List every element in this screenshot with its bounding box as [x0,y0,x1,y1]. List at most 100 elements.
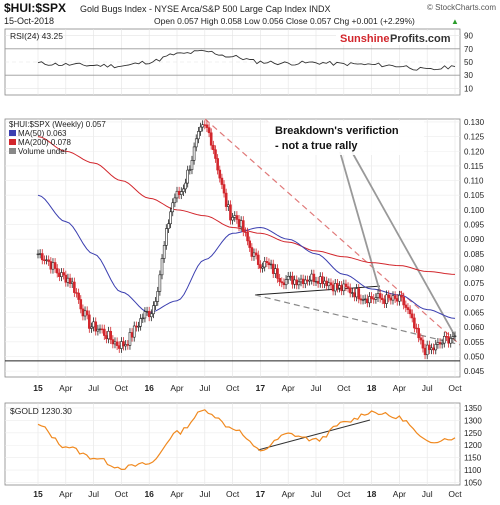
y-tick-label: 0.105 [464,191,485,200]
candle-body [391,295,395,301]
candle-body [209,132,213,146]
gold-series-line [37,409,456,471]
candle-body [47,259,50,262]
candle-body [154,301,157,306]
candle-body [152,305,155,315]
candle-body [117,345,121,349]
x-tick-label: Oct [337,383,351,393]
x-tick-label: Jul [88,383,99,393]
candle-body [327,282,331,287]
candle-body [214,149,217,159]
x-tick-label: Apr [393,489,406,499]
candle-body [265,261,269,264]
rsi-panel: RSI(24) 43.25 Sunshine Profits.com 90 70 5… [4,28,473,96]
candle-body [342,283,346,292]
legend-entry: MA(50) 0.063 [18,129,67,138]
candle-body [353,292,356,298]
candle-body [286,276,290,280]
legend-entry: MA(200) 0.078 [18,138,71,147]
candle-body [233,215,237,218]
x-tick-label: 18 [367,489,377,499]
candle-body [331,284,335,292]
candle-body [346,286,350,289]
candle-body [314,280,318,283]
candle-body [171,202,175,213]
candle-body [301,278,305,285]
x-tick-label: Apr [282,383,295,393]
candle-body [291,275,294,285]
y-tick-label: 0.055 [464,338,485,347]
candle-body [227,204,230,207]
candle-body [318,276,322,284]
candle-body [216,158,219,171]
candle-body [102,328,106,336]
candle-body [316,280,320,284]
x-tick-label: 17 [256,489,266,499]
candle-body [306,279,309,282]
candle-body [241,220,245,233]
gold-label: $GOLD 1230.30 [10,406,72,416]
candle-body [406,307,410,310]
candle-body [423,347,427,356]
candle-body [201,124,204,128]
watermark-logo: Sunshine Profits.com [336,31,451,45]
candle-body [64,274,68,283]
y-tick-label: 0.095 [464,221,485,230]
candle-body [259,264,262,269]
candle-body [49,261,53,270]
x-tick-label: 18 [367,383,377,393]
candle-body [98,328,102,331]
legend-entry: Volume undef [18,147,68,156]
x-tick-label: Apr [170,489,183,499]
y-tick-label: 0.075 [464,279,485,288]
x-axis-main: 15 Apr Jul Oct 16 Apr Jul Oct 17 Apr Jul Oct 18 Apr Ju… [33,383,462,393]
x-tick-label: Apr [59,489,72,499]
y-tick-label: 90 [464,32,473,41]
candle-body [53,262,57,269]
y-tick-label: 0.085 [464,250,485,259]
candle-body [239,220,243,228]
date-label: 15-Oct-2018 [4,16,54,26]
candle-body [186,169,189,184]
candle-body [40,253,44,261]
candle-body [68,277,72,284]
candle-body [325,280,328,287]
candle-body [222,184,226,194]
candle-body [363,298,367,301]
candle-body [81,308,85,317]
candle-body [229,204,232,221]
annotation-pointer [351,151,456,337]
candle-body [175,190,179,199]
candle-body [150,313,153,318]
candle-body [182,188,185,192]
x-axis-bottom: 15 Apr Jul Oct 16 Apr Jul Oct 17 Apr Jul Oct 18 Apr Ju… [33,489,462,499]
candle-body [278,278,281,283]
candle-body [299,278,303,283]
candle-body [329,282,333,286]
candle-body [135,325,138,328]
x-tick-label: Oct [226,383,240,393]
candle-body [451,336,455,339]
candle-body [139,318,142,327]
lower-dashed-trendline [254,294,461,346]
candle-body [419,337,423,341]
candle-body [428,344,431,351]
x-tick-label: Apr [282,489,295,499]
candle-body [398,294,401,302]
candle-body [378,293,382,299]
candle-body [312,273,316,282]
candle-body [45,259,48,261]
candle-body [413,317,416,329]
candle-body [387,294,391,299]
candle-body [62,272,65,276]
y-tick-label: 1050 [464,479,482,488]
y-tick-label: 0.050 [464,352,485,361]
candle-body [38,253,42,255]
candle-body [43,259,46,261]
x-tick-label: Jul [422,383,433,393]
x-tick-label: 15 [33,489,43,499]
upper-dashed-trendline [204,118,461,346]
x-tick-label: 15 [33,383,43,393]
candle-body [124,344,127,347]
y-tick-label: 0.090 [464,235,485,244]
